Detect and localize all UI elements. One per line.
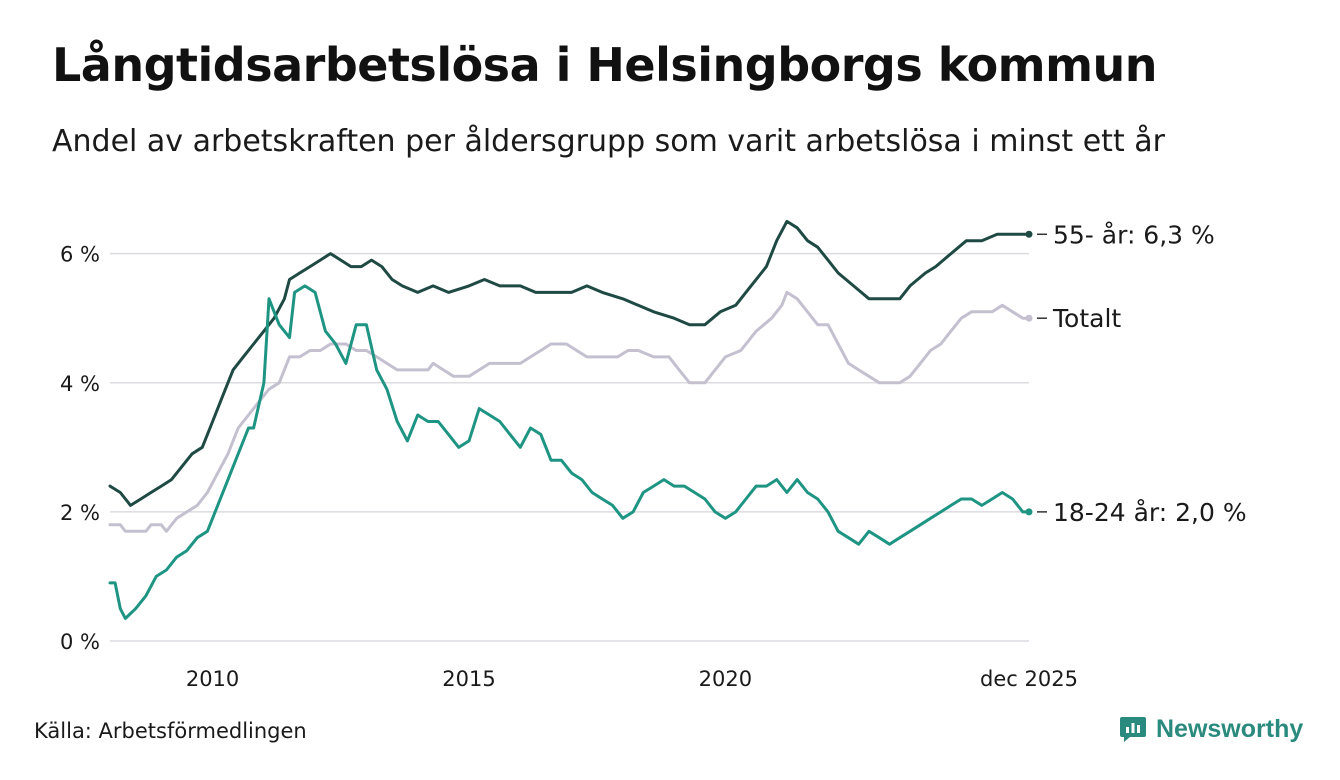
source-note: Källa: Arbetsförmedlingen xyxy=(34,719,307,743)
newsworthy-logo-icon xyxy=(1120,717,1146,742)
y-tick-label: 0 % xyxy=(60,630,100,654)
x-tick-label: 2015 xyxy=(442,667,495,691)
series-end-point xyxy=(1025,508,1033,516)
series-line xyxy=(108,284,1031,620)
series-line xyxy=(108,219,1031,507)
y-tick-label: 2 % xyxy=(60,501,100,525)
series-label: 18-24 år: 2,0 % xyxy=(1053,498,1247,527)
x-tick-label: dec 2025 xyxy=(980,667,1078,691)
chart-subtitle: Andel av arbetskraften per åldersgrupp s… xyxy=(52,124,1165,159)
series-line xyxy=(108,290,1031,533)
brand-name: Newsworthy xyxy=(1156,714,1304,743)
series-label: Totalt xyxy=(1052,304,1121,333)
x-tick-label: 2020 xyxy=(699,667,752,691)
y-tick-label: 6 % xyxy=(60,243,100,267)
series-end-point xyxy=(1025,314,1033,322)
y-tick-label: 4 % xyxy=(60,372,100,396)
line-chart: 0 % 2 % 4 % 6 % 2010 2015 2020 dec 2025 Totalt 55… xyxy=(60,219,1247,691)
series-label: 55- år: 6,3 % xyxy=(1053,220,1215,249)
series-end-point xyxy=(1025,230,1033,238)
chart-title: Långtidsarbetslösa i Helsingborgs kommun xyxy=(52,38,1158,92)
x-tick-label: 2010 xyxy=(186,667,239,691)
newsworthy-logo: Newsworthy xyxy=(1118,714,1303,744)
